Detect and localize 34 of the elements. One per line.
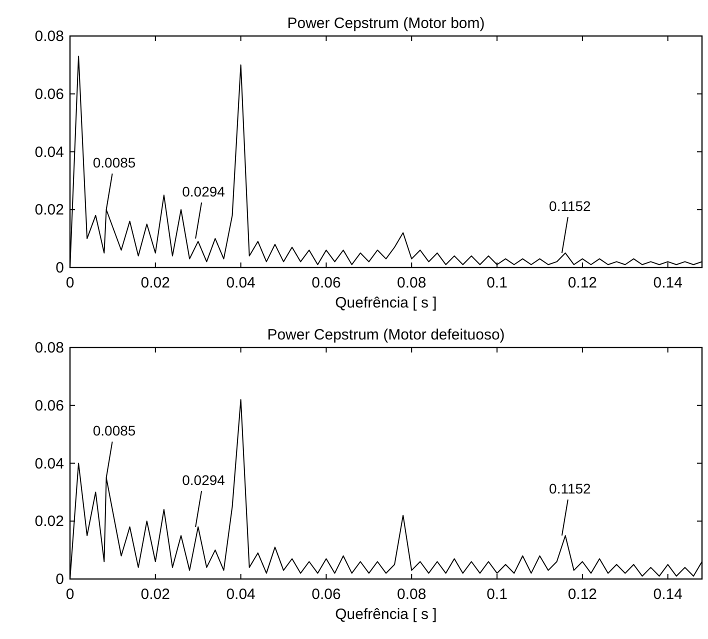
- annotation: 0.0085: [92, 422, 136, 439]
- annotation: 0.1152: [549, 198, 592, 214]
- x-tick-label: 0.06: [312, 274, 341, 292]
- x-tick-label: 0.06: [312, 586, 341, 603]
- y-tick-label: 0.06: [34, 86, 64, 103]
- x-tick-label: 0.12: [568, 586, 598, 603]
- chart-title: Power Cepstrum (Motor bom): [287, 15, 485, 32]
- annotation: 0.1152: [549, 480, 592, 497]
- y-tick-label: 0.08: [34, 28, 64, 45]
- x-tick-label: 0.1: [486, 274, 508, 292]
- x-tick-label: 0.04: [226, 274, 256, 292]
- y-tick-label: 0.02: [34, 513, 64, 530]
- x-axis-title: Quefrência [ s ]: [335, 294, 437, 312]
- x-tick-label: 0.12: [568, 274, 598, 292]
- x-tick-label: 0.1: [486, 586, 508, 603]
- y-tick-label: 0.04: [34, 144, 64, 161]
- y-tick-label: 0.08: [34, 340, 64, 356]
- y-tick-label: 0.04: [34, 455, 64, 472]
- x-axis-title: Quefrência [ s ]: [335, 606, 437, 623]
- y-tick-label: 0: [56, 260, 64, 276]
- y-tick-label: 0: [56, 571, 64, 588]
- annotation: 0.0294: [182, 472, 226, 488]
- y-tick-label: 0.02: [34, 202, 64, 219]
- annotation: 0.0085: [92, 154, 136, 171]
- annotation: 0.0294: [182, 184, 226, 200]
- x-tick-label: 0.08: [397, 274, 426, 292]
- x-tick-label: 0.02: [140, 586, 170, 603]
- x-tick-label: 0.02: [140, 274, 170, 292]
- chart-title: Power Cepstrum (Motor defeituoso): [267, 326, 505, 344]
- x-tick-label: 0.14: [653, 586, 682, 603]
- x-tick-label: 0.04: [226, 586, 256, 603]
- x-tick-label: 0.08: [397, 586, 426, 603]
- y-tick-label: 0.06: [34, 397, 64, 414]
- x-tick-label: 0.14: [653, 274, 682, 292]
